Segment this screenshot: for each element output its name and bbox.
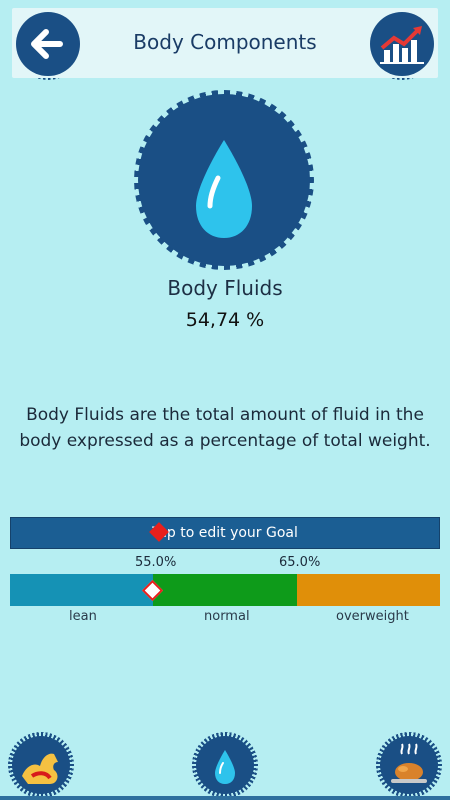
metric-description: Body Fluids are the total amount of flui… — [19, 405, 431, 451]
progress-chart-button[interactable] — [366, 8, 438, 80]
threshold-low: 55.0% — [135, 555, 177, 570]
back-button[interactable] — [12, 8, 84, 80]
page-title: Body Components — [133, 30, 317, 54]
scale-segment-lean — [10, 574, 153, 606]
body-fluids-hero — [132, 88, 316, 272]
trend-chart-icon — [380, 26, 424, 64]
nav-muscle-button[interactable] — [8, 732, 74, 798]
range-scale — [10, 574, 440, 606]
bottom-nav-indicator — [0, 796, 450, 800]
arrow-left-icon — [31, 29, 63, 59]
roast-chicken-icon — [391, 743, 427, 783]
edit-goal-button[interactable]: Tap to edit your Goal — [10, 517, 440, 549]
scale-label-normal: normal — [204, 609, 250, 624]
nav-fluids-button[interactable] — [192, 732, 258, 798]
nav-calories-button[interactable] — [376, 732, 442, 798]
goal-label: Tap to edit your Goal — [152, 525, 298, 541]
scale-segment-overweight — [297, 574, 440, 606]
metric-value: 54,74 % — [185, 309, 265, 331]
scale-label-lean: lean — [69, 609, 97, 624]
threshold-high: 65.0% — [279, 555, 321, 570]
water-drop-icon — [196, 140, 252, 238]
scale-segment-normal — [153, 574, 297, 606]
muscle-arm-icon — [22, 753, 58, 784]
scale-label-overweight: overweight — [336, 609, 409, 624]
metric-label: Body Fluids — [167, 276, 283, 300]
header-bar — [12, 8, 438, 78]
water-drop-icon — [215, 750, 235, 784]
